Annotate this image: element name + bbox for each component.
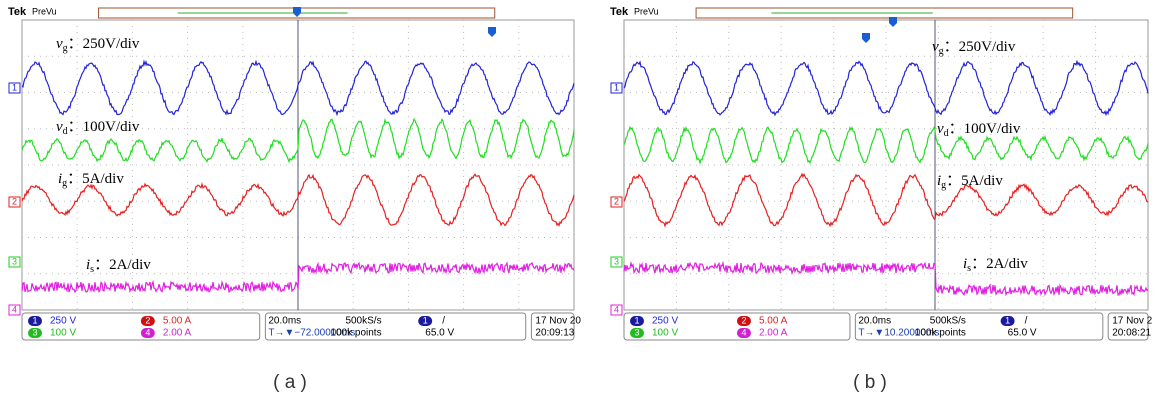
timebase: 20.0ms — [268, 316, 301, 327]
sample-rate: 500kS/s — [930, 316, 966, 327]
trigger-level: 65.0 V — [425, 328, 454, 339]
label-scale: ：5A/div — [946, 173, 1003, 189]
label-scale: ：100V/div — [68, 119, 140, 135]
channel-badge-number: 3 — [32, 327, 37, 337]
timebase: 20.0ms — [858, 316, 891, 327]
ch4-scale: 2.00 A — [759, 328, 788, 339]
mode: PreVu — [32, 6, 57, 16]
scope-panel: Tek PreVu 1 2 3 4 vg：250V/div vd：100V/div ig：5A/… — [8, 6, 581, 340]
label-scale: ：100V/div — [949, 121, 1021, 137]
channel-number: 4 — [12, 304, 17, 314]
channel-badge-number: 1 — [32, 315, 37, 325]
brand: Tek — [8, 6, 27, 18]
label-scale: ：250V/div — [944, 39, 1016, 55]
caption: ( b ) — [853, 372, 887, 393]
scale-label: is：2A/div — [963, 256, 1028, 274]
channel-badge-number: 1 — [634, 315, 639, 325]
sample-rate: 500kS/s — [345, 316, 381, 327]
channel-badge-number: 1 — [423, 315, 428, 325]
channel-badge-number: 1 — [1005, 315, 1010, 325]
figure: Tek PreVu 1 2 3 4 vg：250V/div vd：100V/div ig：5A/… — [0, 0, 1156, 397]
ch4-scale: 2.00 A — [163, 328, 192, 339]
label-scale: ：2A/div — [94, 257, 151, 273]
trigger-level: 65.0 V — [1008, 328, 1037, 339]
label-scale: ：250V/div — [68, 36, 140, 52]
date: 17 Nov 2 — [1112, 316, 1152, 327]
time: 20:09:13 — [535, 328, 574, 339]
scale-label: vg：250V/div — [56, 36, 140, 54]
trigger-slope: / — [442, 316, 445, 327]
scale-label: ig：5A/div — [937, 173, 1003, 191]
ch3-scale: 100 V — [652, 328, 678, 339]
channel-number: 2 — [614, 196, 619, 206]
channel-number: 2 — [12, 196, 17, 206]
scale-label: ig：5A/div — [58, 171, 124, 189]
channel-number: 1 — [12, 82, 17, 92]
label-scale: ：2A/div — [971, 256, 1028, 272]
date: 17 Nov 20 — [535, 316, 581, 327]
time: 20:08:21 — [1112, 328, 1151, 339]
scope-panel: Tek PreVu 1 2 3 4 vg：250V/div vd：100V/div ig：5A/… — [610, 6, 1153, 340]
scale-label: vd：100V/div — [937, 121, 1021, 139]
record-length: 100k points — [330, 328, 381, 339]
channel-number: 3 — [12, 256, 17, 266]
channel-badge-number: 2 — [741, 315, 746, 325]
channel-number: 4 — [614, 304, 619, 314]
channel-number: 1 — [614, 82, 619, 92]
channel-badge-number: 3 — [634, 327, 639, 337]
mode: PreVu — [634, 6, 659, 16]
record-length: 100k points — [915, 328, 966, 339]
scale-label: is：2A/div — [86, 257, 151, 275]
channel-number: 3 — [614, 256, 619, 266]
scale-label: vd：100V/div — [56, 119, 140, 137]
brand: Tek — [610, 6, 629, 18]
channel-badge-number: 4 — [741, 327, 746, 337]
trigger-slope: / — [1025, 316, 1028, 327]
scale-label: vg：250V/div — [932, 39, 1016, 57]
ch1-scale: 250 V — [652, 316, 678, 327]
ch3-scale: 100 V — [50, 328, 76, 339]
channel-badge-number: 4 — [145, 327, 150, 337]
label-scale: ：5A/div — [67, 171, 124, 187]
ch2-scale: 5.00 A — [163, 316, 192, 327]
ch2-scale: 5.00 A — [759, 316, 788, 327]
ch1-scale: 250 V — [50, 316, 76, 327]
caption: ( a ) — [273, 372, 307, 393]
channel-badge-number: 2 — [145, 315, 150, 325]
